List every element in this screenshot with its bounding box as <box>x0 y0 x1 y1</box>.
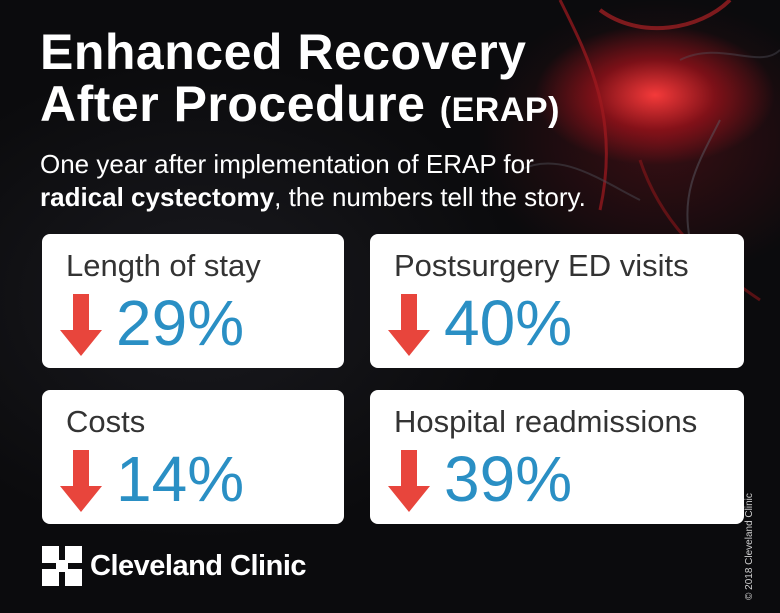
down-arrow-icon <box>388 294 430 356</box>
cleveland-clinic-logo: Cleveland Clinic <box>42 546 307 586</box>
title-line-1: Enhanced Recovery <box>40 24 527 80</box>
down-arrow-icon <box>60 294 102 356</box>
stat-label: Length of stay <box>66 248 261 283</box>
stat-card-length-of-stay: Length of stay 29% <box>42 234 344 368</box>
down-arrow-icon <box>388 450 430 512</box>
stat-value: 29% <box>116 287 245 359</box>
stat-label: Hospital readmissions <box>394 404 698 439</box>
subtitle: One year after implementation of ERAP fo… <box>40 148 740 214</box>
stat-value: 40% <box>444 287 573 359</box>
subtitle-bold: radical cystectomy <box>40 182 275 212</box>
title-abbreviation: (ERAP) <box>439 91 560 129</box>
stat-card-postsurgery-ed-visits: Postsurgery ED visits 40% <box>370 234 744 368</box>
cleveland-clinic-logo-icon <box>42 546 82 586</box>
stat-label: Costs <box>66 404 146 439</box>
subtitle-part-2: , the numbers tell the story. <box>274 182 586 212</box>
page-title: Enhanced Recovery After Procedure (ERAP) <box>40 26 560 136</box>
logo-text: Cleveland Clinic <box>90 549 307 582</box>
copyright-notice: © 2018 Cleveland Clinic <box>744 493 755 600</box>
stat-card-costs: Costs 14% <box>42 390 344 524</box>
stat-label: Postsurgery ED visits <box>394 248 689 283</box>
subtitle-part-1: One year after implementation of ERAP fo… <box>40 149 534 179</box>
stat-value: 14% <box>116 443 245 515</box>
stat-card-hospital-readmissions: Hospital readmissions 39% <box>370 390 744 524</box>
stat-value: 39% <box>444 443 573 515</box>
down-arrow-icon <box>60 450 102 512</box>
title-line-2: After Procedure <box>40 76 426 132</box>
